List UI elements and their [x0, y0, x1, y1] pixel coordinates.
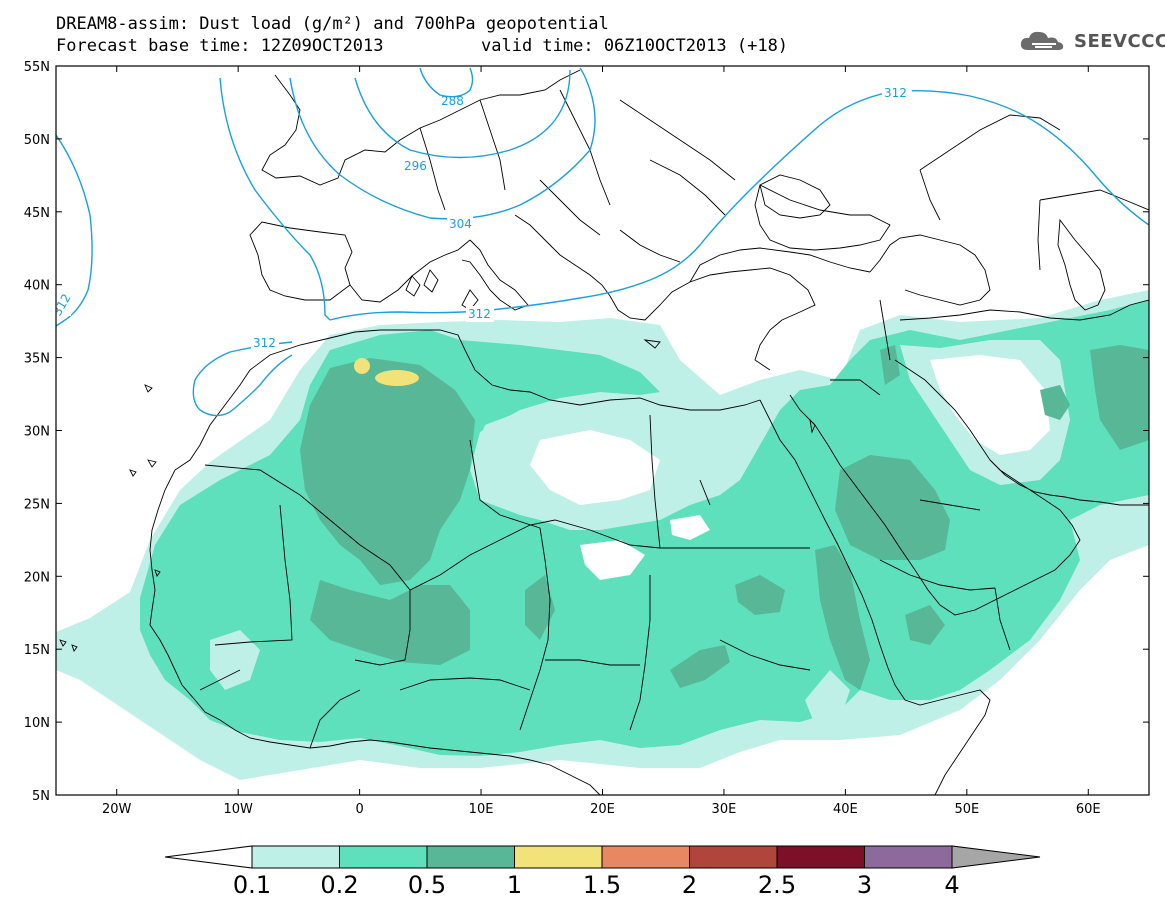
- colorbar-level-label: 4: [944, 871, 960, 899]
- coastlines-borders: [59, 69, 1149, 795]
- lat-tick-label: 55N: [24, 60, 50, 75]
- colorbar-swatch: [864, 845, 953, 869]
- contour-label: 312: [253, 336, 276, 350]
- lat-tick-label: 15N: [24, 643, 50, 658]
- contour-label: 288: [441, 94, 464, 108]
- colorbar-swatch: [689, 845, 778, 869]
- contour-label: 312: [468, 307, 491, 321]
- lat-tick-label: 30N: [24, 425, 50, 440]
- colorbar-level-label: 1.5: [582, 871, 622, 899]
- dust-level-1: [354, 358, 419, 386]
- colorbar-level-label: 1: [506, 871, 523, 899]
- colorbar-level-label: 2: [681, 871, 698, 899]
- valid-time: valid time: 06Z10OCT2013 (+18): [481, 36, 789, 56]
- lon-tick-label: 40E: [833, 802, 858, 817]
- map-field: 312 288 296 304 312 312 312: [56, 66, 1149, 795]
- lon-tick-label: 10W: [223, 802, 253, 817]
- seevccc-logo: SEEVCCC: [1018, 28, 1165, 54]
- lon-tick-label: 0: [355, 802, 363, 817]
- colorbar-swatch: [776, 845, 865, 869]
- colorbar-under-triangle: [164, 845, 253, 869]
- longitude-axis: 20W 10W 0 10E 20E 30E 40E 50E 60E: [102, 66, 1101, 817]
- colorbar-level-label: 0.1: [232, 871, 272, 899]
- latitude-axis: 55N 50N 45N 40N 35N 30N 25N 20N 15N 10N 5N: [24, 60, 1149, 804]
- lat-tick-label: 50N: [24, 133, 50, 148]
- colorbar-level-label: 2.5: [757, 871, 797, 899]
- lat-tick-label: 10N: [24, 716, 50, 731]
- colorbar-swatch: [339, 845, 428, 869]
- colorbar-swatch: [426, 845, 515, 869]
- lon-tick-label: 50E: [954, 802, 979, 817]
- cloud-icon: [1020, 31, 1064, 50]
- chart-title: DREAM8-assim: Dust load (g/m²) and 700hP…: [56, 14, 609, 34]
- colorbar: [164, 845, 1041, 869]
- lat-tick-label: 35N: [24, 352, 50, 367]
- lon-tick-label: 60E: [1076, 802, 1101, 817]
- dust-clear-areas: [530, 355, 1050, 580]
- dust-level-0.5: [300, 345, 1149, 690]
- contour-labels: 312 288 296 304 312 312 312: [56, 84, 912, 350]
- logo-text: SEEVCCC: [1074, 30, 1165, 52]
- contour-label: 304: [449, 217, 472, 231]
- colorbar-over-triangle: [951, 845, 1041, 869]
- lat-tick-label: 25N: [24, 497, 50, 512]
- forecast-base-time: Forecast base time: 12Z09OCT2013: [56, 36, 384, 56]
- lat-tick-label: 45N: [24, 206, 50, 221]
- colorbar-swatch: [251, 845, 340, 869]
- lon-tick-label: 20W: [102, 802, 132, 817]
- lat-tick-label: 20N: [24, 570, 50, 585]
- lat-tick-label: 5N: [32, 789, 50, 804]
- colorbar-level-label: 3: [856, 871, 873, 899]
- colorbar-swatch: [514, 845, 603, 869]
- lat-tick-label: 40N: [24, 279, 50, 294]
- lon-tick-label: 20E: [590, 802, 615, 817]
- colorbar-level-label: 0.2: [320, 871, 359, 899]
- contour-label: 296: [404, 159, 427, 173]
- contour-label: 312: [884, 86, 907, 100]
- colorbar-swatch: [601, 845, 690, 869]
- lon-tick-label: 30E: [712, 802, 737, 817]
- lon-tick-label: 10E: [469, 802, 494, 817]
- colorbar-level-label: 0.5: [407, 871, 447, 899]
